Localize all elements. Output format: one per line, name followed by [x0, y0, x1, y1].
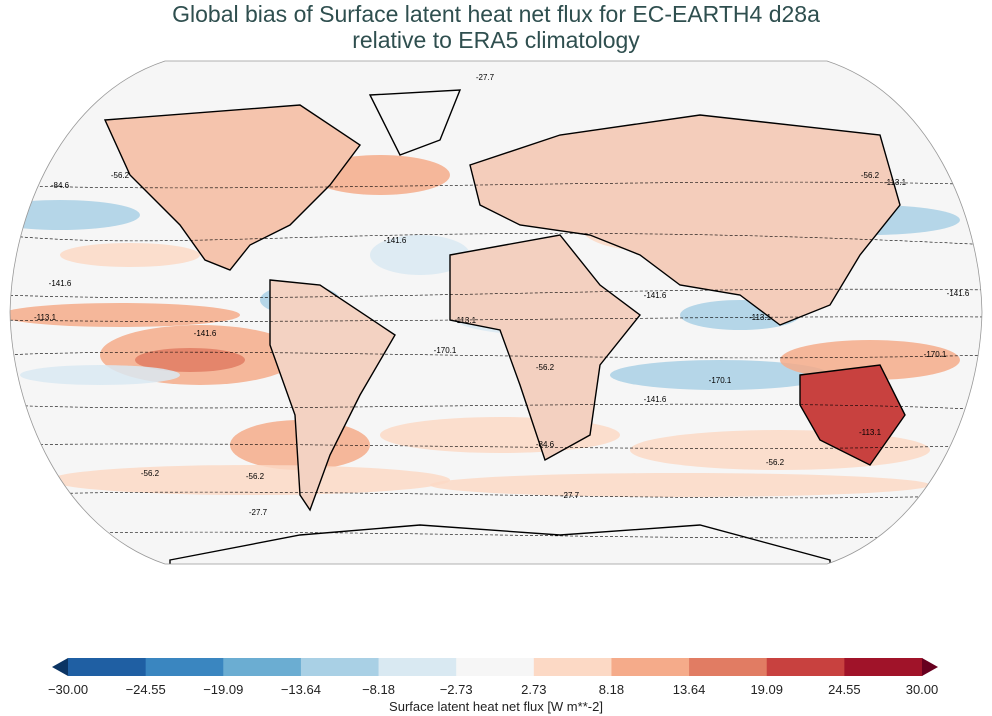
contour-label: -141.6: [384, 236, 407, 245]
contour-label: -84.6: [51, 181, 70, 190]
colorbar-tick-label: 19.09: [750, 682, 783, 697]
contour-line: [10, 351, 982, 359]
colorbar-bin: [223, 658, 302, 676]
colorbar-bin: [766, 658, 845, 676]
bias-region: [60, 243, 200, 267]
colorbar-tick-label: 13.64: [672, 682, 706, 697]
contour-label: -84.6: [536, 440, 555, 449]
contour-label: -56.2: [766, 458, 785, 467]
contour-label: -56.2: [861, 171, 880, 180]
colorbar-bin: [611, 658, 690, 676]
colorbar-bin: [456, 658, 535, 676]
colorbar-tick-label: 8.18: [598, 682, 625, 697]
contour-label: -141.6: [644, 395, 667, 404]
contour-label: -27.7: [561, 491, 580, 500]
contour-label: -170.1: [924, 350, 947, 359]
colorbar-tick-label: −8.18: [362, 682, 395, 697]
contour-label: -113.1: [34, 313, 57, 322]
climatology-contours: [10, 181, 982, 539]
continent-africa: [449, 234, 641, 462]
colorbar-bin: [378, 658, 457, 676]
bias-region: [610, 360, 830, 390]
continent-australia: [799, 364, 906, 466]
continent-eurasia: [469, 114, 901, 326]
colorbar: [52, 658, 938, 676]
colorbar-bin: [145, 658, 224, 676]
bias-region: [370, 235, 470, 275]
colorbar-extend-low: [52, 658, 68, 676]
bias-region: [50, 465, 450, 495]
contour-line: [10, 233, 982, 246]
colorbar-bin: [844, 658, 923, 676]
contour-label: -141.6: [644, 291, 667, 300]
contour-label: -56.2: [141, 469, 160, 478]
contour-line: [10, 531, 982, 539]
colorbar-bin: [300, 658, 380, 676]
contour-line: [10, 403, 982, 411]
colorbar-tick-label: −19.09: [203, 682, 244, 697]
bias-region: [135, 348, 245, 372]
colorbar-tick-label: 24.55: [828, 682, 861, 697]
contour-line: [10, 288, 982, 299]
colorbar-tick-label: 2.73: [521, 682, 547, 697]
colorbar-label: Surface latent heat net flux [W m**-2]: [389, 699, 603, 714]
contour-label: -113.1: [454, 316, 477, 325]
contour-label: -170.1: [434, 346, 457, 355]
colorbar-tick-label: −2.73: [439, 682, 473, 697]
contour-label: -56.2: [246, 472, 265, 481]
contour-line: [10, 181, 982, 189]
contour-label: -56.2: [111, 171, 130, 180]
contour-label: -141.6: [194, 329, 217, 338]
contour-label: -113.1: [749, 313, 772, 322]
contour-label: -113.1: [884, 178, 907, 187]
colorbar-tick-label: −24.55: [125, 682, 166, 697]
colorbar-bin: [689, 658, 768, 676]
colorbar-tick-label: −30.00: [47, 682, 89, 697]
continent-greenland: [368, 89, 462, 156]
bias-region: [20, 365, 180, 385]
colorbar-tick-label: 30.00: [905, 682, 939, 697]
contour-label: -27.7: [249, 508, 268, 517]
continent-south-america: [269, 279, 396, 512]
contour-label: -56.2: [536, 363, 555, 372]
colorbar-extend-high: [922, 658, 938, 676]
map-border: [9, 60, 983, 565]
contour-label: -141.6: [49, 279, 72, 288]
contour-label: -27.7: [476, 73, 495, 82]
bias-region: [780, 340, 960, 380]
contour-labels: -27.7-56.2-84.6-113.1-141.6-141.6-113.1-…: [34, 73, 970, 517]
colorbar-tick-label: −13.64: [280, 682, 321, 697]
bias-region: [430, 473, 930, 497]
bias-map: -27.7-56.2-84.6-113.1-141.6-141.6-113.1-…: [9, 60, 983, 565]
continent-antarctica: [169, 524, 831, 564]
contour-label: -141.6: [947, 289, 970, 298]
chart-title-line2: relative to ERA5 climatology: [352, 27, 640, 53]
chart-title-line1: Global bias of Surface latent heat net f…: [172, 1, 820, 27]
contour-line: [10, 491, 982, 499]
contour-label: -113.1: [859, 428, 882, 437]
colorbar-bin: [533, 658, 612, 676]
contour-label: -170.1: [709, 376, 732, 385]
contour-line: [10, 443, 982, 449]
colorbar-bin: [68, 658, 147, 676]
contour-line: [10, 316, 982, 322]
